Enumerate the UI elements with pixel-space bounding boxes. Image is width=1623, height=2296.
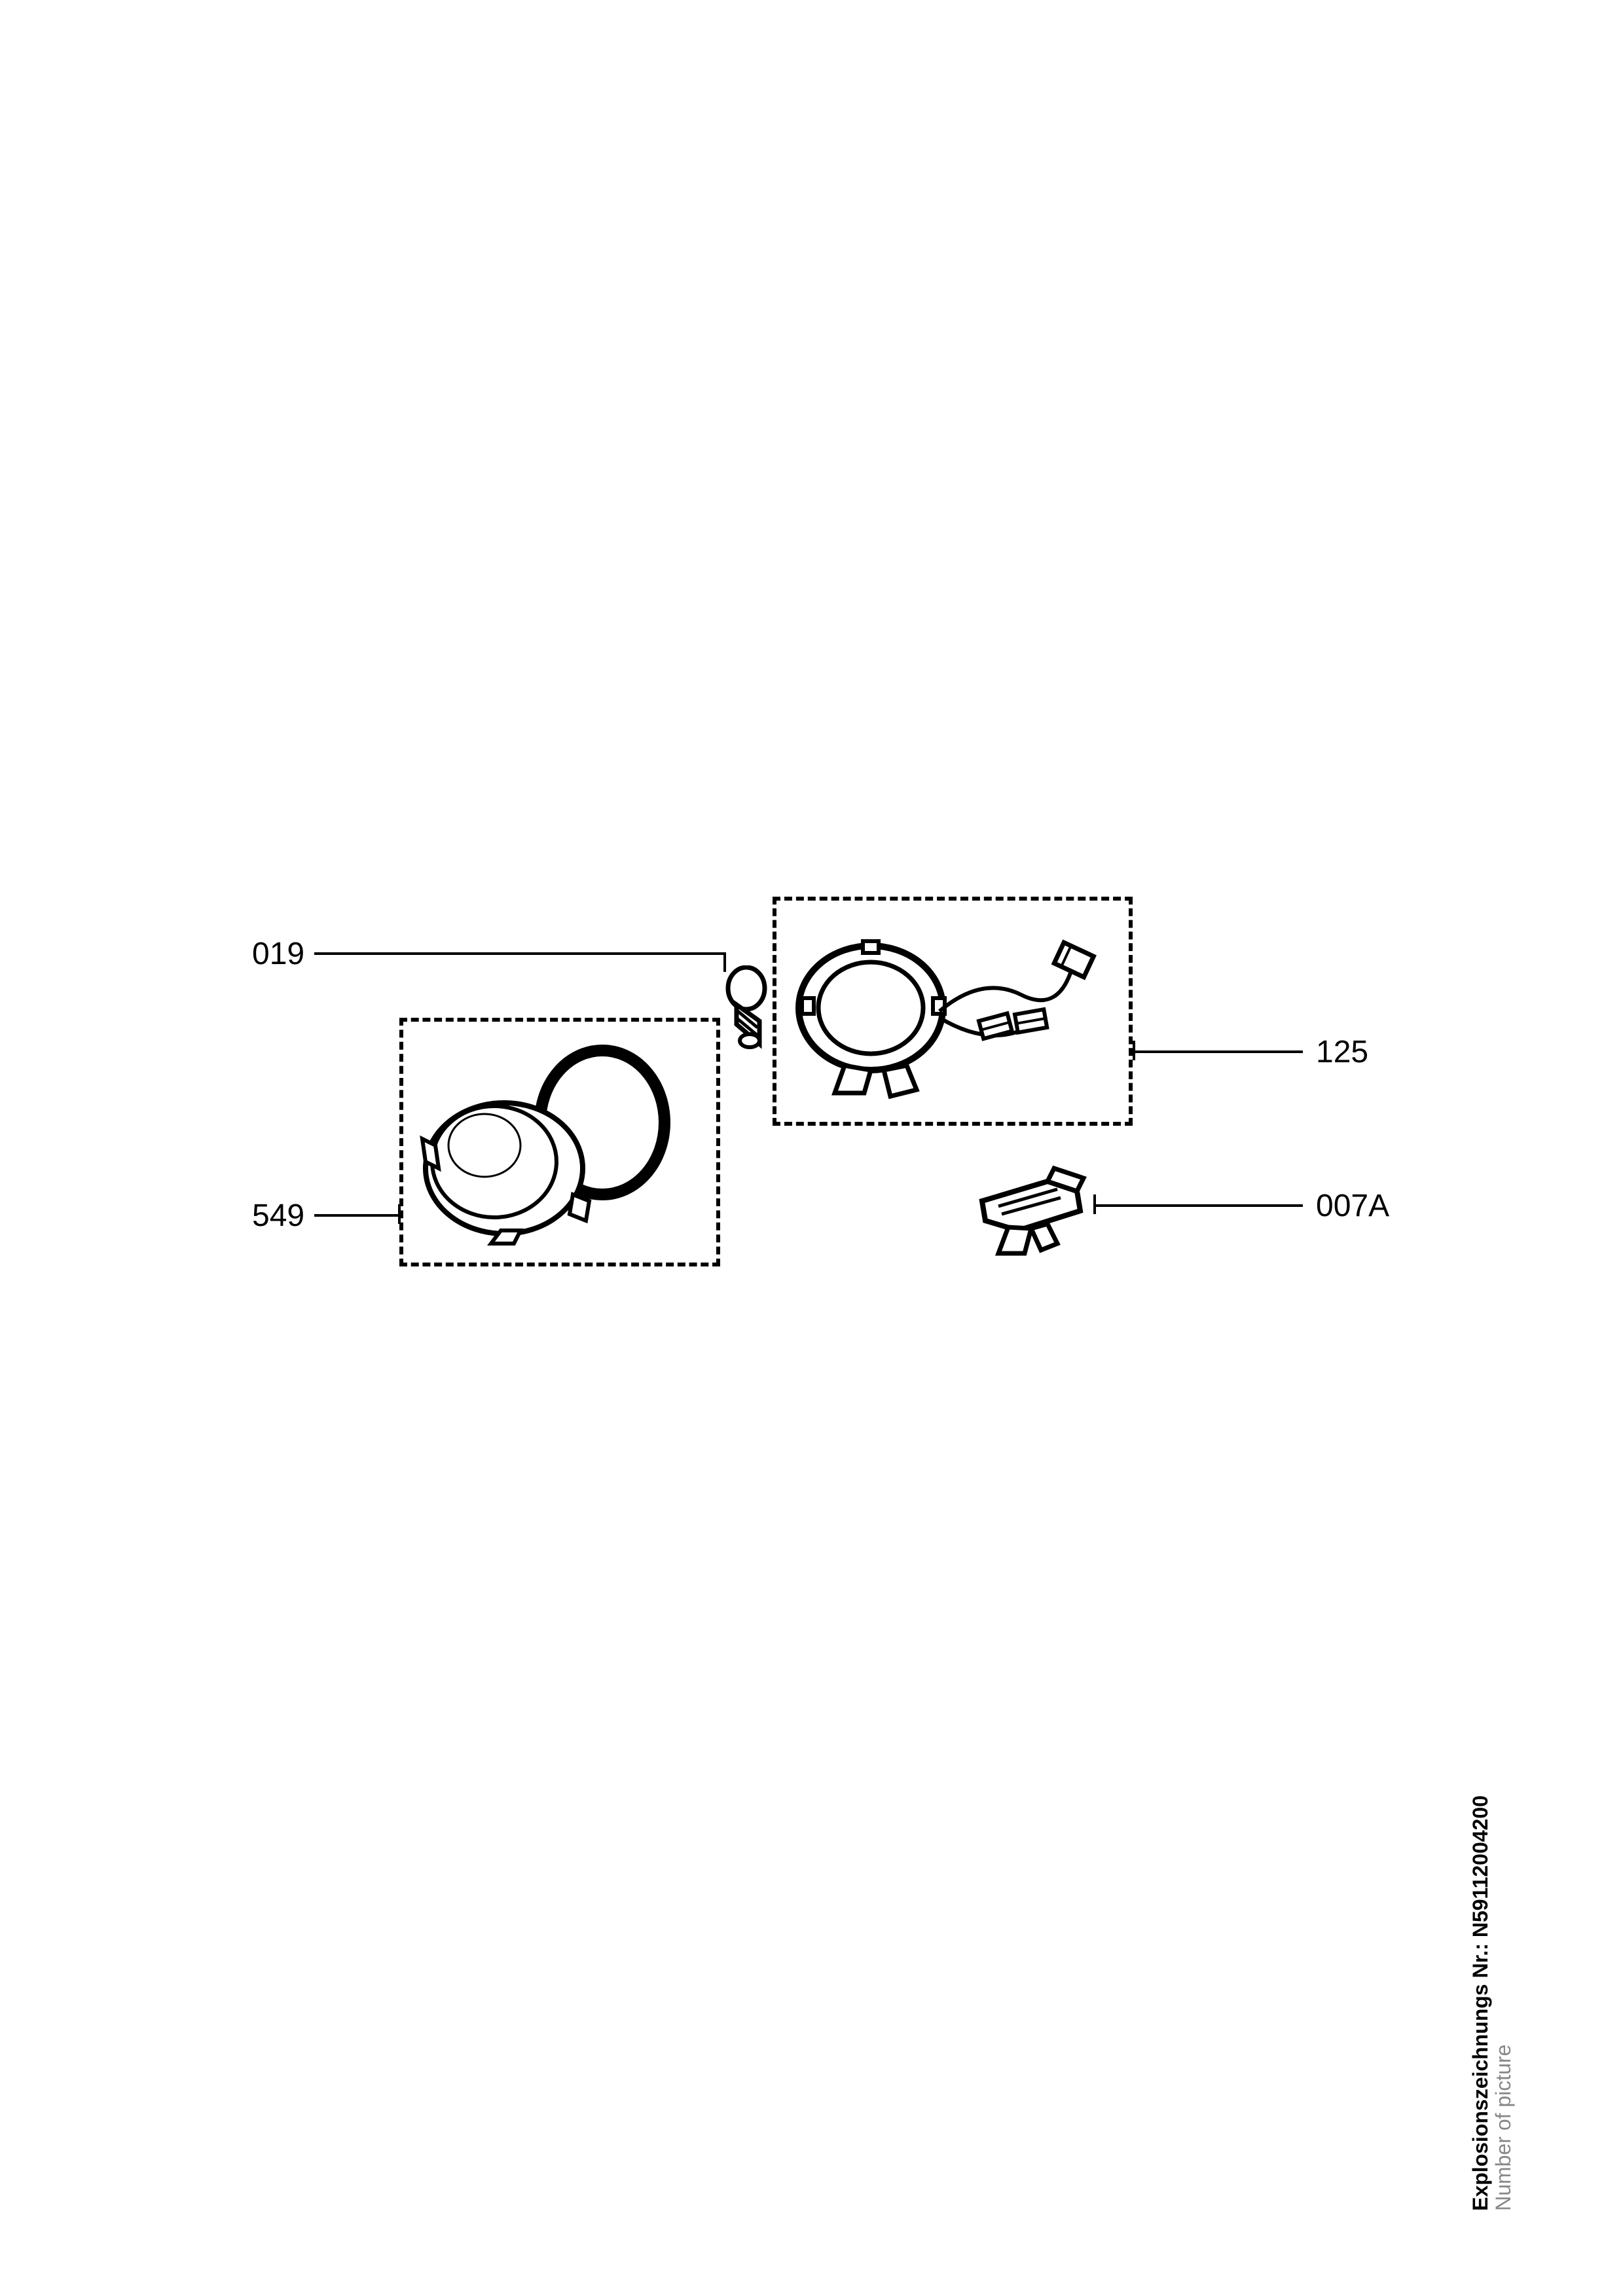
callout-label-549: 549 (252, 1198, 304, 1234)
callout-label-125: 125 (1316, 1034, 1368, 1070)
callout-line-007a (1093, 1204, 1303, 1207)
footer-label-en: Number of picture (1491, 2045, 1516, 2211)
callout-label-019: 019 (252, 936, 304, 972)
part-007a-switch (962, 1162, 1100, 1266)
exploded-diagram: 019 549 125 007A (0, 0, 1623, 2296)
callout-tick-125 (1133, 1041, 1135, 1060)
part-125-socket-harness (786, 910, 1120, 1113)
part-019-bulb (710, 965, 795, 1077)
footer-drawing-number: Explosionszeichnungs Nr.: N59112004200 (1468, 1795, 1493, 2211)
callout-tick-549 (398, 1204, 401, 1224)
footer-label-de: Explosionszeichnungs Nr.: (1468, 1943, 1492, 2211)
callout-line-019 (314, 952, 723, 955)
callout-label-007a: 007A (1316, 1188, 1389, 1224)
footer-number: N59112004200 (1468, 1795, 1492, 1937)
callout-line-549 (314, 1214, 399, 1217)
callout-line-125 (1133, 1050, 1303, 1053)
part-549-lens-assembly (412, 1031, 707, 1253)
